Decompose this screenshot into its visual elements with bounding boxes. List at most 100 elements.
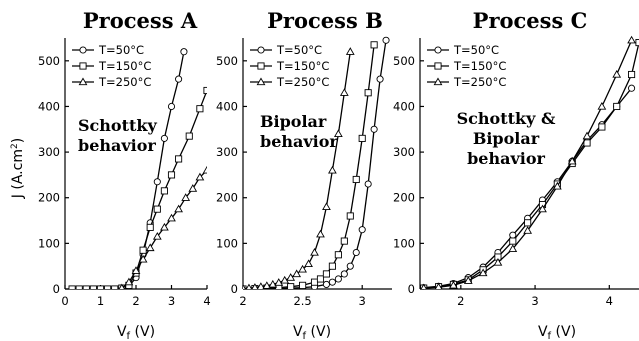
y-tick-label: 400: [393, 99, 415, 113]
behavior-annotation: Bipolar: [260, 112, 327, 131]
data-point-triangle: [257, 282, 265, 289]
y-tick-label: 400: [38, 99, 60, 113]
data-point-triangle: [245, 283, 253, 289]
legend-marker-square: [79, 62, 87, 70]
data-point-triangle: [181, 193, 191, 201]
data-point-circle: [160, 134, 168, 142]
data-point-triangle: [333, 129, 343, 137]
data-point-circle: [358, 226, 366, 234]
data-point-circle: [180, 48, 188, 56]
x-axis-label: Vf (V): [538, 324, 576, 341]
y-tick-label: 300: [393, 145, 415, 159]
legend-marker-circle: [434, 46, 442, 54]
data-point-triangle: [138, 254, 148, 263]
y-tick-label: 500: [393, 54, 415, 68]
y-tick-label: 0: [408, 282, 415, 296]
legend-label: T=250°C: [453, 75, 506, 89]
data-point-triangle: [298, 264, 307, 273]
data-point-triangle: [304, 259, 313, 268]
data-point-square: [370, 41, 378, 49]
data-point-circle: [334, 275, 342, 283]
data-point-triangle: [449, 280, 458, 289]
data-point-triangle: [597, 101, 607, 110]
series-line-square: [423, 42, 639, 289]
data-point-triangle: [316, 229, 325, 238]
legend-marker-circle: [257, 46, 265, 54]
legend-label: T=250°C: [98, 75, 151, 89]
data-point-square: [96, 285, 105, 289]
x-tick-label: 2: [457, 294, 464, 308]
legend: T=50°C T=150°C T=250°C: [72, 43, 151, 89]
x-tick-label: 4: [606, 294, 613, 308]
behavior-annotation: Bipolar: [473, 129, 540, 148]
legend-marker-triangle: [256, 77, 266, 86]
data-point-triangle: [262, 281, 272, 289]
data-point-triangle: [292, 269, 302, 278]
data-point-circle: [509, 231, 517, 239]
data-point-square: [340, 237, 348, 245]
legend-marker-triangle: [78, 77, 88, 86]
data-point-circle: [175, 75, 183, 83]
data-point-triangle: [174, 204, 183, 213]
data-point-triangle: [274, 278, 284, 286]
y-tick-label: 300: [38, 145, 60, 159]
data-point-square: [352, 175, 360, 184]
x-tick-label: 3: [168, 294, 175, 308]
x-tick-label: 2.5: [293, 294, 311, 308]
data-point-triangle: [523, 226, 533, 234]
data-point-circle: [328, 278, 336, 286]
data-point-triangle: [434, 282, 443, 289]
legend: T=50°C T=150°C T=250°C: [427, 43, 506, 89]
data-point-triangle: [131, 266, 141, 274]
data-point-square: [346, 212, 354, 220]
legend-label: T=150°C: [98, 59, 151, 73]
data-point-triangle: [612, 70, 622, 78]
data-point-square: [628, 70, 636, 79]
x-tick-label: 0: [61, 294, 68, 308]
data-point-triangle: [322, 202, 331, 211]
data-point-square: [635, 39, 639, 47]
legend-marker-square: [434, 62, 442, 70]
y-axis-label: J (A.cm2): [10, 138, 26, 199]
data-point-circle: [153, 178, 161, 186]
data-point-triangle: [508, 244, 518, 252]
data-point-square: [175, 155, 183, 163]
data-point-square: [160, 187, 168, 195]
chart-panel-2: Process B 0 100 200 300 400 500 2 2.5 3 Vf (V) T=50…: [216, 8, 392, 341]
data-point-square: [299, 281, 307, 289]
data-point-square: [598, 123, 606, 131]
legend-label: T=150°C: [276, 59, 329, 73]
data-point-square: [287, 283, 295, 289]
legend: T=50°C T=150°C T=250°C: [250, 43, 329, 89]
data-point-square: [89, 285, 97, 289]
y-tick-label: 0: [231, 282, 238, 296]
data-point-circle: [352, 248, 360, 257]
y-tick-label: 100: [393, 236, 415, 250]
x-axis-label: Vf (V): [117, 324, 155, 341]
legend-label: T=150°C: [453, 59, 506, 73]
data-point-triangle: [567, 156, 577, 165]
legend-marker-square: [257, 62, 265, 70]
data-point-triangle: [420, 283, 427, 289]
data-point-circle: [346, 262, 354, 270]
x-tick-label: 3: [359, 294, 366, 308]
behavior-annotation: behavior: [260, 132, 338, 151]
data-point-circle: [364, 180, 372, 188]
data-point-circle: [167, 102, 176, 111]
x-tick-label: 2: [132, 294, 139, 308]
y-tick-label: 200: [216, 191, 238, 205]
x-tick-label: 3: [531, 294, 538, 308]
data-point-square: [613, 102, 621, 111]
data-point-square: [196, 105, 204, 113]
data-point-circle: [376, 75, 384, 83]
legend-marker-triangle: [433, 77, 443, 86]
data-point-triangle: [627, 35, 636, 44]
data-point-square: [509, 237, 517, 245]
y-tick-label: 200: [38, 191, 60, 205]
data-point-triangle: [145, 243, 155, 252]
data-point-square: [322, 270, 330, 278]
data-point-triangle: [286, 273, 296, 281]
data-point-triangle: [280, 275, 290, 284]
data-point-triangle: [202, 165, 207, 174]
y-tick-label: 0: [53, 282, 60, 296]
